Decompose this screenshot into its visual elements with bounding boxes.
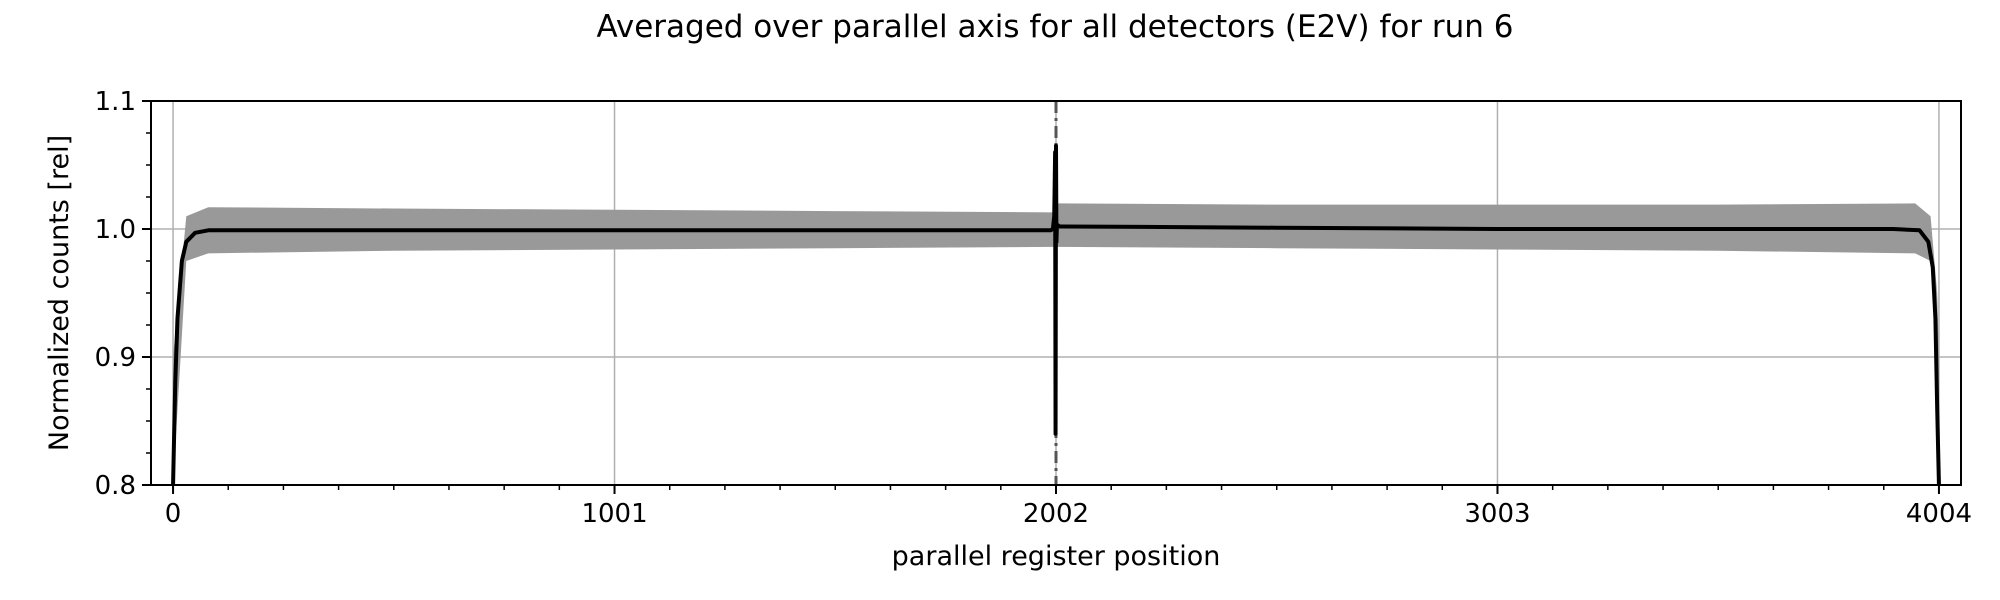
x-tick-label-0: 0	[165, 499, 182, 529]
ticks: 0 1001 2002 3003 4004 0.8 0.9 1.0 1.1	[95, 87, 1972, 529]
x-tick-label-4: 4004	[1906, 499, 1972, 529]
y-tick-label-2: 1.0	[95, 215, 136, 245]
x-tick-label-1: 1001	[581, 499, 647, 529]
x-axis-label: parallel register position	[892, 541, 1221, 572]
x-tick-label-2: 2002	[1023, 499, 1089, 529]
chart-title: Averaged over parallel axis for all dete…	[596, 9, 1513, 45]
y-axis-label: Normalized counts [rel]	[44, 135, 75, 451]
y-tick-label-3: 1.1	[95, 87, 136, 117]
y-tick-label-1: 0.9	[95, 343, 136, 373]
y-tick-label-0: 0.8	[95, 471, 136, 501]
mean-line	[171, 143, 1941, 486]
x-tick-label-3: 3003	[1464, 499, 1530, 529]
mean-line-layer	[171, 143, 1941, 486]
